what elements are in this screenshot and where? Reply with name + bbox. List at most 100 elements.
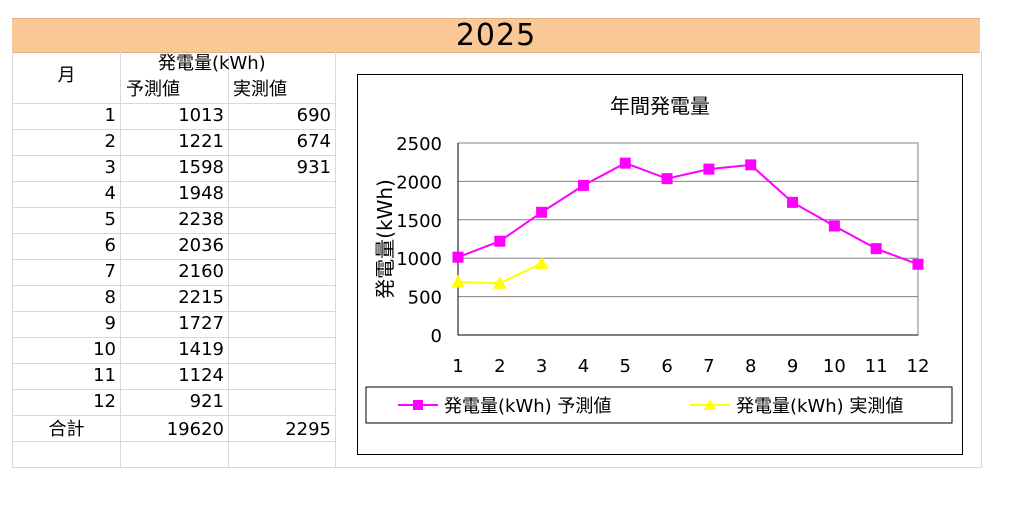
generation-header: 発電量(kWh) — [158, 53, 266, 74]
x-tick-label: 3 — [536, 356, 547, 377]
actual-column-header: 実測値 — [233, 79, 287, 100]
plot-area — [457, 142, 919, 336]
row-divider — [13, 259, 336, 260]
row-divider — [13, 467, 336, 468]
row-divider — [13, 207, 336, 208]
y-tick-label: 1500 — [396, 211, 442, 232]
actual-cell — [229, 337, 331, 363]
row-divider — [13, 181, 336, 182]
forecast-cell: 2160 — [178, 261, 224, 282]
data-sheet: 月 発電量(kWh) 予測値 実測値 1 1013 6 9 0 2 1221 6 7 4 3 1598… — [12, 51, 982, 468]
x-tick-label: 8 — [745, 356, 756, 377]
forecast-point — [828, 220, 840, 232]
month-cell: 3 — [104, 157, 116, 178]
y-tick-label: 500 — [408, 288, 442, 309]
month-cell: 9 — [104, 313, 116, 334]
legend-label: 発電量(kWh) 実測値 — [736, 396, 903, 417]
actual-cell — [229, 207, 331, 233]
forecast-cell: 1013 — [178, 105, 224, 126]
forecast-cell: 1124 — [178, 365, 224, 386]
legend-box — [365, 386, 953, 424]
chart-title: 年間発電量 — [610, 94, 710, 118]
actual-cell: 931 — [296, 157, 331, 178]
forecast-cell: 2036 — [178, 235, 224, 256]
forecast-cell: 2215 — [178, 287, 224, 308]
month-cell: 5 — [104, 209, 116, 230]
row-divider — [13, 103, 336, 104]
forecast-cell: 1221 — [178, 131, 224, 152]
month-cell: 11 — [93, 365, 116, 386]
forecast-cell: 1727 — [178, 313, 224, 334]
actual-point — [451, 274, 465, 288]
actual-cell — [229, 363, 331, 389]
row-divider — [13, 311, 336, 312]
actual-cell — [229, 311, 331, 337]
month-cell: 1 — [104, 105, 116, 126]
total-label: 合計 — [48, 419, 85, 440]
forecast-point — [787, 196, 799, 208]
row-divider — [13, 233, 336, 234]
month-cell: 12 — [93, 391, 116, 412]
x-tick-label: 11 — [865, 356, 888, 377]
forecast-point — [703, 163, 715, 175]
x-tick-label: 7 — [703, 356, 714, 377]
forecast-cell: 1598 — [178, 157, 224, 178]
actual-cell — [229, 233, 331, 259]
month-cell: 4 — [104, 183, 116, 204]
forecast-point — [870, 243, 882, 255]
forecast-point — [745, 159, 757, 171]
forecast-cell: 921 — [189, 391, 224, 412]
actual-cell — [229, 389, 331, 415]
month-header: 月 — [57, 65, 76, 86]
y-tick-label: 1000 — [396, 249, 442, 270]
row-divider — [13, 285, 336, 286]
month-cell: 7 — [104, 261, 116, 282]
total-forecast: 19620 — [166, 419, 224, 440]
actual-cell — [229, 181, 331, 207]
forecast-point — [536, 206, 548, 218]
legend-label: 発電量(kWh) 予測値 — [444, 396, 611, 417]
legend-marker — [704, 399, 716, 410]
forecast-point — [452, 251, 464, 263]
y-axis-label: 発電量(kWh) — [373, 179, 397, 299]
actual-cell — [229, 259, 331, 285]
y-tick-label: 0 — [431, 326, 442, 347]
row-divider — [13, 389, 336, 390]
y-tick-label: 2000 — [396, 172, 442, 193]
series-line — [457, 162, 919, 266]
month-cell: 8 — [104, 287, 116, 308]
actual-cell — [229, 285, 331, 311]
y-tick-label: 2500 — [396, 134, 442, 155]
x-tick-label: 12 — [907, 356, 930, 377]
forecast-cell: 1419 — [178, 339, 224, 360]
row-divider — [13, 415, 336, 416]
row-divider — [13, 363, 336, 364]
legend-marker — [413, 400, 423, 410]
forecast-cell: 1948 — [178, 183, 224, 204]
forecast-column-header: 予測値 — [126, 79, 180, 100]
x-tick-label: 4 — [578, 356, 589, 377]
total-actual: 2295 — [285, 419, 331, 440]
year-title: 2025 — [455, 18, 537, 53]
row-divider — [13, 441, 336, 442]
forecast-point — [577, 179, 589, 191]
month-cell: 2 — [104, 131, 116, 152]
row-divider — [13, 129, 336, 130]
actual-point — [534, 256, 549, 269]
row-divider — [13, 155, 336, 156]
x-tick-label: 2 — [494, 356, 505, 377]
forecast-point — [619, 157, 631, 169]
year-banner: 2025 — [12, 18, 980, 53]
x-tick-label: 6 — [661, 356, 672, 377]
x-tick-label: 9 — [787, 356, 798, 377]
row-divider — [13, 337, 336, 338]
month-cell: 6 — [104, 235, 116, 256]
x-tick-label: 5 — [620, 356, 631, 377]
chart-area: 年間発電量 0 500 1000 1500 2000 2500 1 2 3 4 5 6 7 8 9 10 11 12… — [357, 74, 963, 455]
forecast-point — [661, 173, 673, 185]
forecast-point — [912, 258, 924, 270]
forecast-cell: 2238 — [178, 209, 224, 230]
x-tick-label: 10 — [823, 356, 846, 377]
month-cell: 10 — [93, 339, 116, 360]
